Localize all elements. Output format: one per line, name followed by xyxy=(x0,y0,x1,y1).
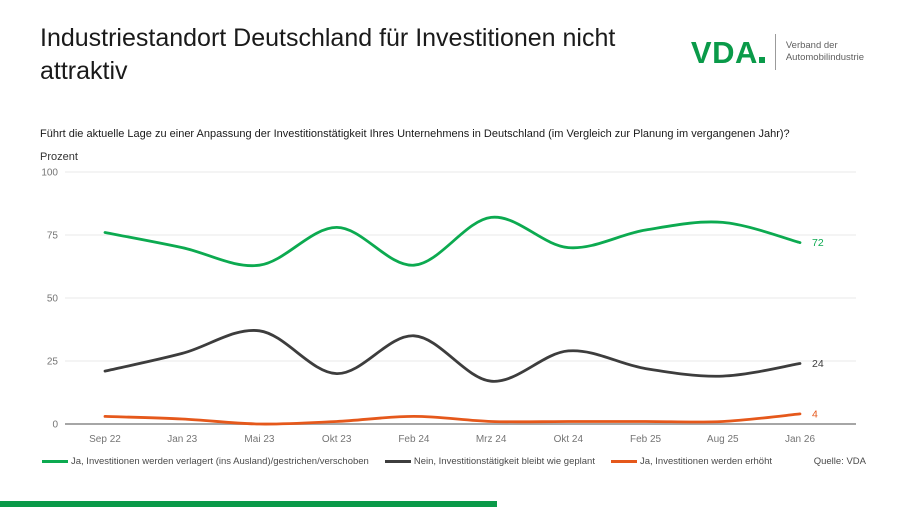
svg-text:100: 100 xyxy=(41,168,58,179)
svg-text:50: 50 xyxy=(47,294,59,305)
page-title: Industriestandort Deutschland für Invest… xyxy=(40,24,616,85)
legend-swatch-green xyxy=(42,460,68,463)
svg-text:72: 72 xyxy=(812,237,824,249)
vda-logo-dot-icon xyxy=(758,56,765,63)
legend-swatch-orange xyxy=(610,460,637,463)
legend-item: Nein, Investitionstätigkeit bleibt wie g… xyxy=(384,456,595,467)
svg-text:Okt 23: Okt 23 xyxy=(322,434,352,445)
vda-logo-wordmark: VDA xyxy=(691,37,765,68)
legend-item: Ja, Investitionen werden verlagert (ins … xyxy=(42,456,369,467)
legend-label: Ja, Investitionen werden erhöht xyxy=(639,456,773,467)
svg-text:Jan 23: Jan 23 xyxy=(167,434,197,445)
source-label: Quelle: VDA xyxy=(813,456,866,467)
legend-label: Nein, Investitionstätigkeit bleibt wie g… xyxy=(413,456,595,467)
svg-text:Aug 25: Aug 25 xyxy=(707,434,739,445)
svg-text:24: 24 xyxy=(812,358,824,370)
chart-area: 100 75 50 25 0 Sep 22 Jan 23 Mai 23 Okt 23 Feb 24… xyxy=(30,163,900,455)
svg-text:Jan 26: Jan 26 xyxy=(785,434,815,445)
legend-swatch-black xyxy=(384,460,411,463)
logo-divider xyxy=(774,34,776,70)
svg-text:Sep 22: Sep 22 xyxy=(89,434,121,445)
svg-text:0: 0 xyxy=(52,420,58,431)
svg-text:Okt 24: Okt 24 xyxy=(554,434,584,445)
survey-question: Führt die aktuelle Lage zu einer Anpassu… xyxy=(40,128,790,140)
svg-text:Feb 25: Feb 25 xyxy=(630,434,662,445)
legend-item: Ja, Investitionen werden erhöht xyxy=(610,456,773,467)
svg-text:Mrz 24: Mrz 24 xyxy=(476,434,507,445)
footer-accent-bar xyxy=(0,501,497,507)
svg-text:75: 75 xyxy=(47,231,59,242)
svg-text:4: 4 xyxy=(812,408,818,420)
logo-tagline: Verband der Automobilindustrie xyxy=(785,40,864,63)
line-chart: 100 75 50 25 0 Sep 22 Jan 23 Mai 23 Okt 23 Feb 24… xyxy=(41,168,856,445)
y-axis-unit-label: Prozent xyxy=(40,151,78,163)
legend: Ja, Investitionen werden verlagert (ins … xyxy=(42,456,866,467)
svg-text:Feb 24: Feb 24 xyxy=(398,434,430,445)
legend-label: Ja, Investitionen werden verlagert (ins … xyxy=(71,456,369,467)
vda-logo: VDA Verband der Automobilindustrie xyxy=(691,34,864,70)
svg-text:25: 25 xyxy=(47,357,59,368)
svg-text:Mai 23: Mai 23 xyxy=(244,434,274,445)
vda-logo-text: VDA xyxy=(690,34,758,70)
